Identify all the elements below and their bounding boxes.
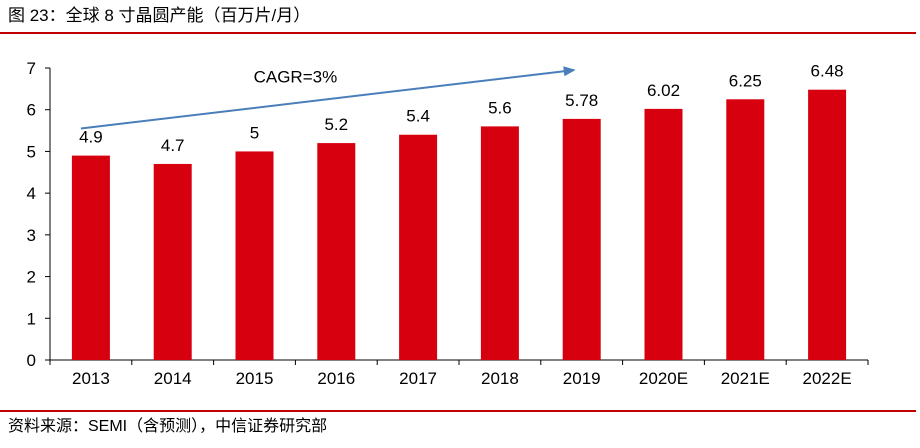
y-tick-label: 5 [27,142,36,161]
bar-2013 [71,155,110,360]
y-tick-label: 6 [27,101,36,120]
bar-2020E [644,108,683,360]
bar-2018 [480,126,519,361]
bar-2017 [399,134,438,360]
x-tick-label: 2018 [481,369,519,388]
y-tick-label: 4 [27,184,36,203]
bar-2021E [726,99,765,361]
source-divider [0,410,916,412]
bar-chart: 0 1 2 3 4 5 6 7 2013 4.9 2014 4.7 2015 5 2016 5.2 2017 5… [27,59,869,388]
cagr-arrow [80,66,576,130]
x-tick-label: 2013 [72,369,110,388]
bar-2014 [153,163,192,360]
data-label: 5.4 [406,107,430,126]
bar-2015 [235,151,274,360]
y-tick-label: 0 [27,351,36,370]
data-label: 5.78 [565,91,598,110]
data-label: 6.25 [729,71,762,90]
y-tick-label: 7 [27,59,36,78]
x-tick-label: 2021E [721,369,770,388]
data-label: 4.7 [161,136,185,155]
y-tick-label: 3 [27,226,36,245]
x-tick-label: 2020E [639,369,688,388]
source-note: 资料来源：SEMI（含预测），中信证券研究部 [8,418,328,435]
data-label: 4.9 [79,128,103,147]
x-tick-label: 2017 [399,369,437,388]
x-tick-label: 2022E [803,369,852,388]
x-tick-label: 2019 [563,369,601,388]
x-tick-label: 2016 [317,369,355,388]
data-label: 5.2 [324,115,348,134]
title-divider [0,32,916,34]
figure-title: 图 23：全球 8 寸晶圆产能（百万片/月） [8,6,311,25]
data-label: 6.02 [647,81,680,100]
y-tick-label: 1 [27,309,36,328]
bar-2019 [562,118,601,361]
bar-2016 [317,143,356,360]
y-tick-label: 2 [27,268,36,287]
data-label: 5 [250,123,259,142]
x-tick-label: 2015 [236,369,274,388]
bar-2022E [808,89,847,360]
cagr-annotation: CAGR=3% [254,68,338,87]
x-tick-label: 2014 [154,369,192,388]
data-label: 5.6 [488,98,512,117]
data-label: 6.48 [811,62,844,81]
